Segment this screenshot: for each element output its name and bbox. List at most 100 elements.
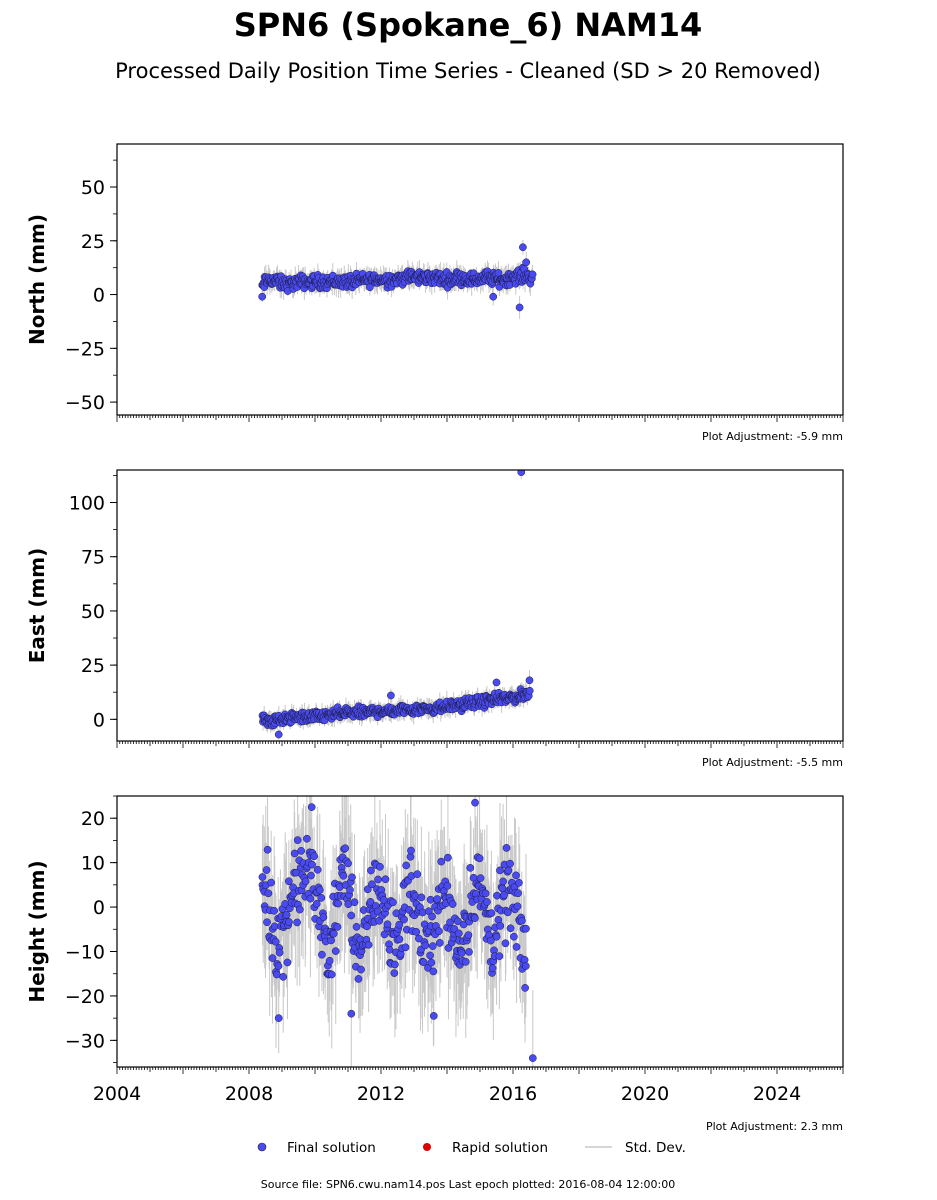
source-footer: Source file: SPN6.cwu.nam14.pos Last epo…: [261, 1178, 676, 1191]
y-tick-label: 0: [93, 709, 105, 731]
final-solution-point: [293, 918, 301, 927]
final-solution-point: [465, 948, 473, 956]
plot-area: [258, 239, 537, 320]
chart-title: SPN6 (Spokane_6) NAM14: [234, 6, 703, 44]
final-solution-point: [528, 1054, 537, 1062]
y-tick-label: 100: [69, 493, 105, 515]
panels-group: 50 25 0 −25 −50 North (mm) Plot Adjustment: -5…: [25, 143, 844, 1133]
legend-final-marker: [257, 1142, 267, 1152]
final-solution-point: [419, 958, 428, 967]
final-solution-point: [264, 889, 273, 898]
panel-1: 50 25 0 −25 −50 North (mm) Plot Adjustment: -5…: [25, 143, 844, 443]
final-solution-point: [368, 880, 376, 889]
final-solution-point: [521, 962, 530, 970]
final-solution-point: [262, 866, 271, 874]
final-solution-point: [268, 954, 277, 962]
final-solution-point: [352, 923, 361, 931]
final-solution-point: [402, 861, 411, 870]
final-solution-point: [433, 895, 441, 903]
final-solution-point: [272, 970, 281, 979]
final-solution-point: [374, 875, 382, 884]
final-solution-point: [285, 918, 293, 926]
final-solution-point: [367, 866, 375, 875]
final-solution-point: [429, 967, 438, 976]
final-solution-point: [327, 936, 335, 945]
legend-final-label: Final solution: [287, 1140, 376, 1156]
y-axis-label: North (mm): [25, 214, 49, 345]
final-solution-point: [444, 853, 452, 862]
final-solution-point: [263, 845, 272, 854]
final-solution-point: [421, 941, 430, 950]
final-solution-point: [339, 871, 348, 880]
final-solution-point: [310, 852, 318, 861]
final-solution-point: [347, 911, 356, 920]
final-solution-point: [258, 873, 267, 881]
final-solution-point: [333, 923, 342, 931]
final-solution-point: [448, 900, 457, 908]
final-solution-point: [354, 975, 363, 983]
final-solution-point: [435, 927, 443, 936]
final-solution-point: [471, 798, 479, 807]
final-solution-point: [400, 915, 408, 924]
y-tick-label: −25: [65, 338, 105, 360]
final-solution-point: [412, 927, 421, 936]
final-solution-point: [514, 889, 522, 898]
final-solution-point: [426, 895, 435, 904]
final-solution-point: [308, 860, 316, 869]
final-solution-point: [312, 899, 321, 908]
plot-adjustment-label: Plot Adjustment: -5.5 mm: [702, 756, 843, 769]
final-solution-point: [274, 730, 283, 739]
final-solution-point: [495, 952, 504, 961]
y-tick-label: 0: [93, 897, 105, 919]
final-solution-point: [493, 891, 501, 900]
final-solution-point: [515, 303, 524, 312]
x-tick-label: 2020: [621, 1083, 669, 1105]
x-tick-label: 2012: [357, 1083, 405, 1105]
final-solution-point: [364, 940, 373, 949]
final-solution-point: [487, 909, 496, 917]
final-solution-point: [363, 885, 372, 894]
final-solution-point: [506, 924, 515, 933]
final-solution-point: [476, 874, 485, 882]
final-solution-point: [500, 891, 508, 899]
final-solution-point: [263, 918, 271, 927]
final-solution-point: [515, 878, 523, 887]
final-solution-point: [376, 862, 384, 871]
final-solution-point: [307, 871, 315, 880]
legend-rapid-label: Rapid solution: [452, 1140, 548, 1156]
y-tick-label: −20: [65, 986, 105, 1008]
final-solution-point: [503, 908, 512, 917]
final-solution-point: [428, 912, 436, 921]
final-solution-point: [366, 898, 375, 906]
final-solution-point: [522, 924, 530, 933]
y-tick-label: 25: [81, 231, 105, 253]
y-tick-label: −50: [65, 392, 105, 414]
final-solution-point: [293, 836, 302, 844]
y-tick-label: −10: [65, 941, 105, 963]
final-solution-point: [513, 902, 522, 911]
final-solution-point: [501, 939, 510, 948]
final-solution-point: [295, 905, 304, 914]
x-tick-label: 2004: [93, 1083, 141, 1105]
final-solution-point: [502, 844, 511, 852]
final-solution-point: [492, 678, 501, 687]
x-tick-label: 2024: [753, 1083, 801, 1105]
legend: Final solution Rapid solution Std. Dev.: [257, 1140, 686, 1156]
final-solution-point: [258, 292, 267, 301]
plot-area: [258, 796, 537, 1067]
legend-std-label: Std. Dev.: [625, 1140, 686, 1156]
final-solution-point: [317, 894, 326, 902]
final-solution-point: [390, 969, 399, 977]
y-axis-label: Height (mm): [25, 860, 49, 1002]
final-solution-point: [520, 955, 529, 964]
final-solution-point: [427, 958, 436, 967]
final-solution-point: [306, 894, 315, 903]
final-solution-point: [383, 920, 392, 929]
final-solution-point: [457, 949, 466, 957]
final-solution-point: [471, 914, 479, 922]
final-solution-point: [486, 936, 495, 945]
final-solution-point: [461, 958, 470, 966]
final-solution-point: [415, 934, 423, 943]
final-solution-point: [525, 676, 534, 685]
final-solution-point: [483, 898, 491, 906]
